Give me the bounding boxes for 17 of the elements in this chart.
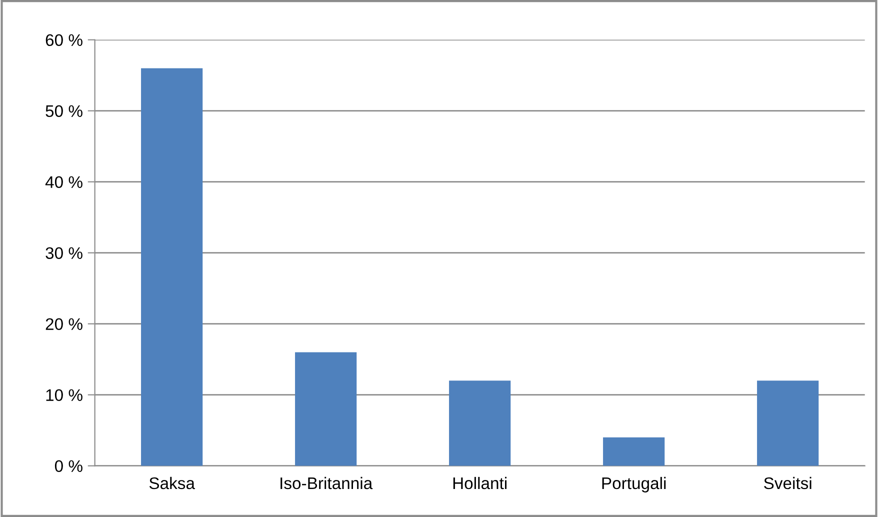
bar [449,380,511,466]
x-tick-label: Hollanti [453,476,506,490]
x-tick-label: Saksa [149,476,195,490]
x-tick-label: Portugali [602,476,666,492]
y-tick-label: 40 % [45,176,82,188]
x-tick-label: Sveitsi [764,476,812,490]
y-tick-label: 60 % [46,34,82,46]
y-tick-label: 50 % [46,105,82,118]
y-tick-label: 10 % [46,389,82,402]
bar [295,352,357,466]
y-tick-label: 0 % [54,460,82,472]
y-tick-label: 20 % [46,318,82,330]
x-tick-label: Iso-Britannia [280,476,373,490]
bar [141,68,203,466]
bar [603,437,665,466]
bar [757,380,819,466]
y-tick-label: 30 % [46,247,82,260]
